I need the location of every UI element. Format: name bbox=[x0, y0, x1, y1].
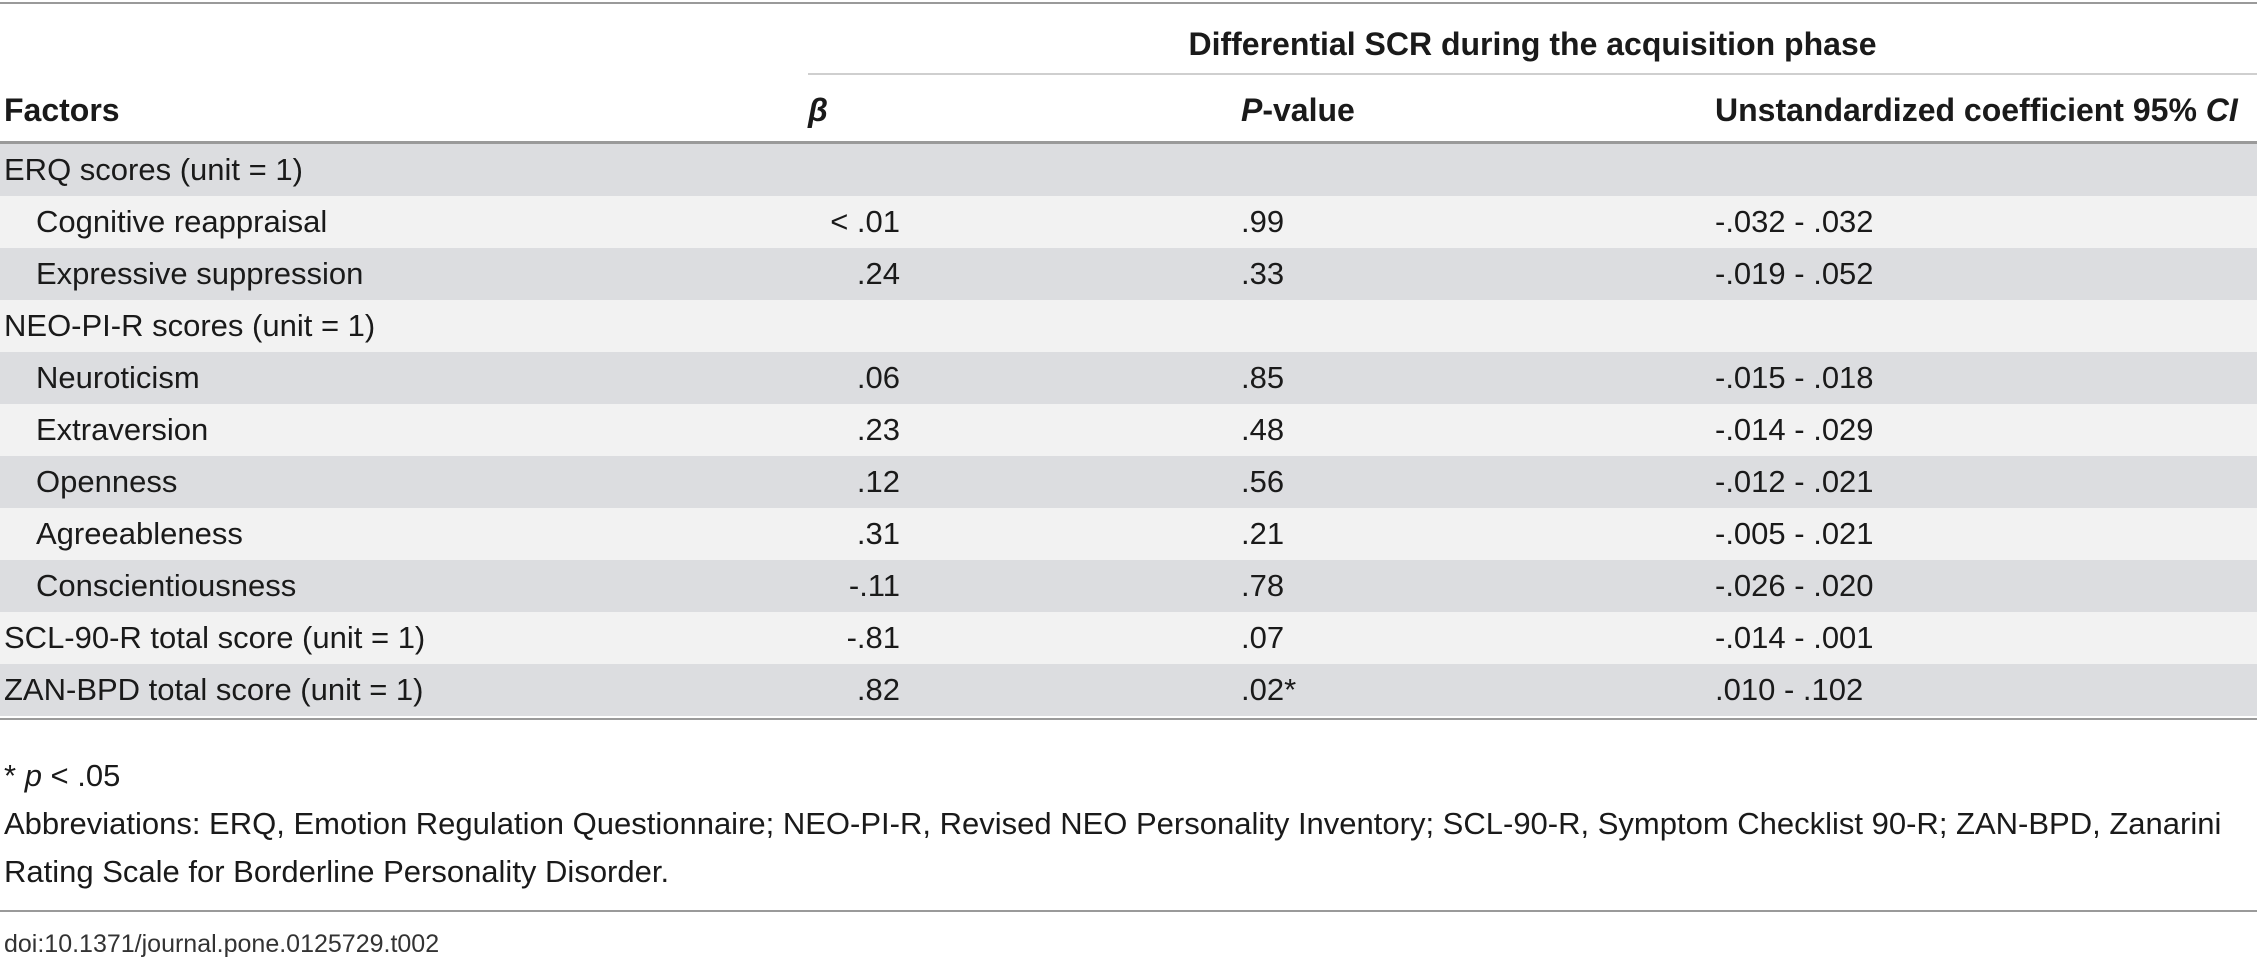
table-row: ERQ scores (unit = 1) bbox=[0, 144, 2257, 196]
beta-cell: .31 bbox=[856, 516, 900, 551]
ci-cell: -.005 - .021 bbox=[1715, 516, 1874, 551]
ci-cell: -.014 - .029 bbox=[1715, 412, 1874, 447]
beta-symbol: β bbox=[808, 91, 828, 128]
column-header-ci: Unstandardized coefficient 95% CI bbox=[1715, 84, 2238, 136]
table-bottom-rule bbox=[0, 718, 2257, 720]
p-value-cell: .07 bbox=[1241, 620, 1285, 655]
beta-cell: .82 bbox=[856, 672, 900, 707]
factor-cell: Expressive suppression bbox=[36, 256, 364, 291]
table-row: Agreeableness .31 .21 -.005 - .021 bbox=[0, 508, 2257, 560]
table-row: Extraversion .23 .48 -.014 - .029 bbox=[0, 404, 2257, 456]
ci-label: Unstandardized coefficient 95% bbox=[1715, 91, 2206, 128]
p-value-cell: .02* bbox=[1241, 672, 1297, 707]
table-body: ERQ scores (unit = 1) Cognitive reapprai… bbox=[0, 144, 2257, 716]
p-value-cell: .85 bbox=[1241, 360, 1285, 395]
factor-cell: Openness bbox=[36, 464, 178, 499]
ci-cell: -.019 - .052 bbox=[1715, 256, 1874, 291]
factor-cell: Extraversion bbox=[36, 412, 209, 447]
table-row: Cognitive reappraisal < .01 .99 -.032 - … bbox=[0, 196, 2257, 248]
beta-cell: .06 bbox=[856, 360, 900, 395]
spanning-header-rule bbox=[808, 73, 2257, 75]
p-value-cell: .78 bbox=[1241, 568, 1285, 603]
sig-threshold: < .05 bbox=[41, 758, 121, 793]
p-value-cell: .33 bbox=[1241, 256, 1285, 291]
table-top-rule bbox=[0, 2, 2257, 4]
ci-cell: -.014 - .001 bbox=[1715, 620, 1874, 655]
ci-cell: .010 - .102 bbox=[1715, 672, 1864, 707]
table-row: SCL-90-R total score (unit = 1) -.81 .07… bbox=[0, 612, 2257, 664]
significance-footnote: * p < .05 bbox=[4, 752, 2244, 800]
ci-cell: -.032 - .032 bbox=[1715, 204, 1874, 239]
table-row: Expressive suppression .24 .33 -.019 - .… bbox=[0, 248, 2257, 300]
header-rule bbox=[0, 141, 2257, 144]
column-header-beta: β bbox=[808, 84, 828, 136]
ci-cell: -.012 - .021 bbox=[1715, 464, 1874, 499]
p-value-cell: .48 bbox=[1241, 412, 1285, 447]
ci-cell: -.026 - .020 bbox=[1715, 568, 1874, 603]
beta-cell: .23 bbox=[856, 412, 900, 447]
spanning-column-header: Differential SCR during the acquisition … bbox=[1188, 25, 1877, 62]
factor-cell: Cognitive reappraisal bbox=[36, 204, 328, 239]
beta-cell: < .01 bbox=[830, 204, 900, 239]
beta-cell: .12 bbox=[856, 464, 900, 499]
abbreviations-footnote: Abbreviations: ERQ, Emotion Regulation Q… bbox=[4, 806, 2222, 889]
table-row: Openness .12 .56 -.012 - .021 bbox=[0, 456, 2257, 508]
table-row: Conscientiousness -.11 .78 -.026 - .020 bbox=[0, 560, 2257, 612]
factor-cell: Neuroticism bbox=[36, 360, 200, 395]
table-row: NEO-PI-R scores (unit = 1) bbox=[0, 300, 2257, 352]
ci-symbol: CI bbox=[2205, 91, 2238, 128]
beta-cell bbox=[808, 300, 900, 352]
factor-cell: ZAN-BPD total score (unit = 1) bbox=[4, 672, 424, 707]
factor-cell: ERQ scores (unit = 1) bbox=[4, 152, 303, 187]
p-value-cell: .99 bbox=[1241, 204, 1285, 239]
p-symbol: P bbox=[1241, 91, 1263, 128]
beta-cell: -.11 bbox=[848, 568, 900, 603]
ci-cell: -.015 - .018 bbox=[1715, 360, 1874, 395]
p-value-cell: .56 bbox=[1241, 464, 1285, 499]
column-header-p-value: P -value bbox=[1241, 84, 1355, 136]
factor-cell: Conscientiousness bbox=[36, 568, 297, 603]
doi-rule bbox=[0, 910, 2257, 912]
sig-star: * bbox=[4, 758, 25, 793]
table-row: ZAN-BPD total score (unit = 1) .82 .02* … bbox=[0, 664, 2257, 716]
sig-p-symbol: p bbox=[24, 758, 42, 793]
beta-cell: -.81 bbox=[846, 620, 900, 655]
factor-cell: NEO-PI-R scores (unit = 1) bbox=[4, 308, 376, 343]
factor-cell: SCL-90-R total score (unit = 1) bbox=[4, 620, 426, 655]
p-value-suffix: -value bbox=[1262, 91, 1355, 128]
column-header-factors: Factors bbox=[4, 91, 120, 128]
table-row: Neuroticism .06 .85 -.015 - .018 bbox=[0, 352, 2257, 404]
doi-link[interactable]: doi:10.1371/journal.pone.0125729.t002 bbox=[4, 930, 440, 958]
beta-cell bbox=[808, 144, 900, 196]
beta-cell: .24 bbox=[856, 256, 900, 291]
p-value-cell: .21 bbox=[1241, 516, 1285, 551]
factor-cell: Agreeableness bbox=[36, 516, 243, 551]
